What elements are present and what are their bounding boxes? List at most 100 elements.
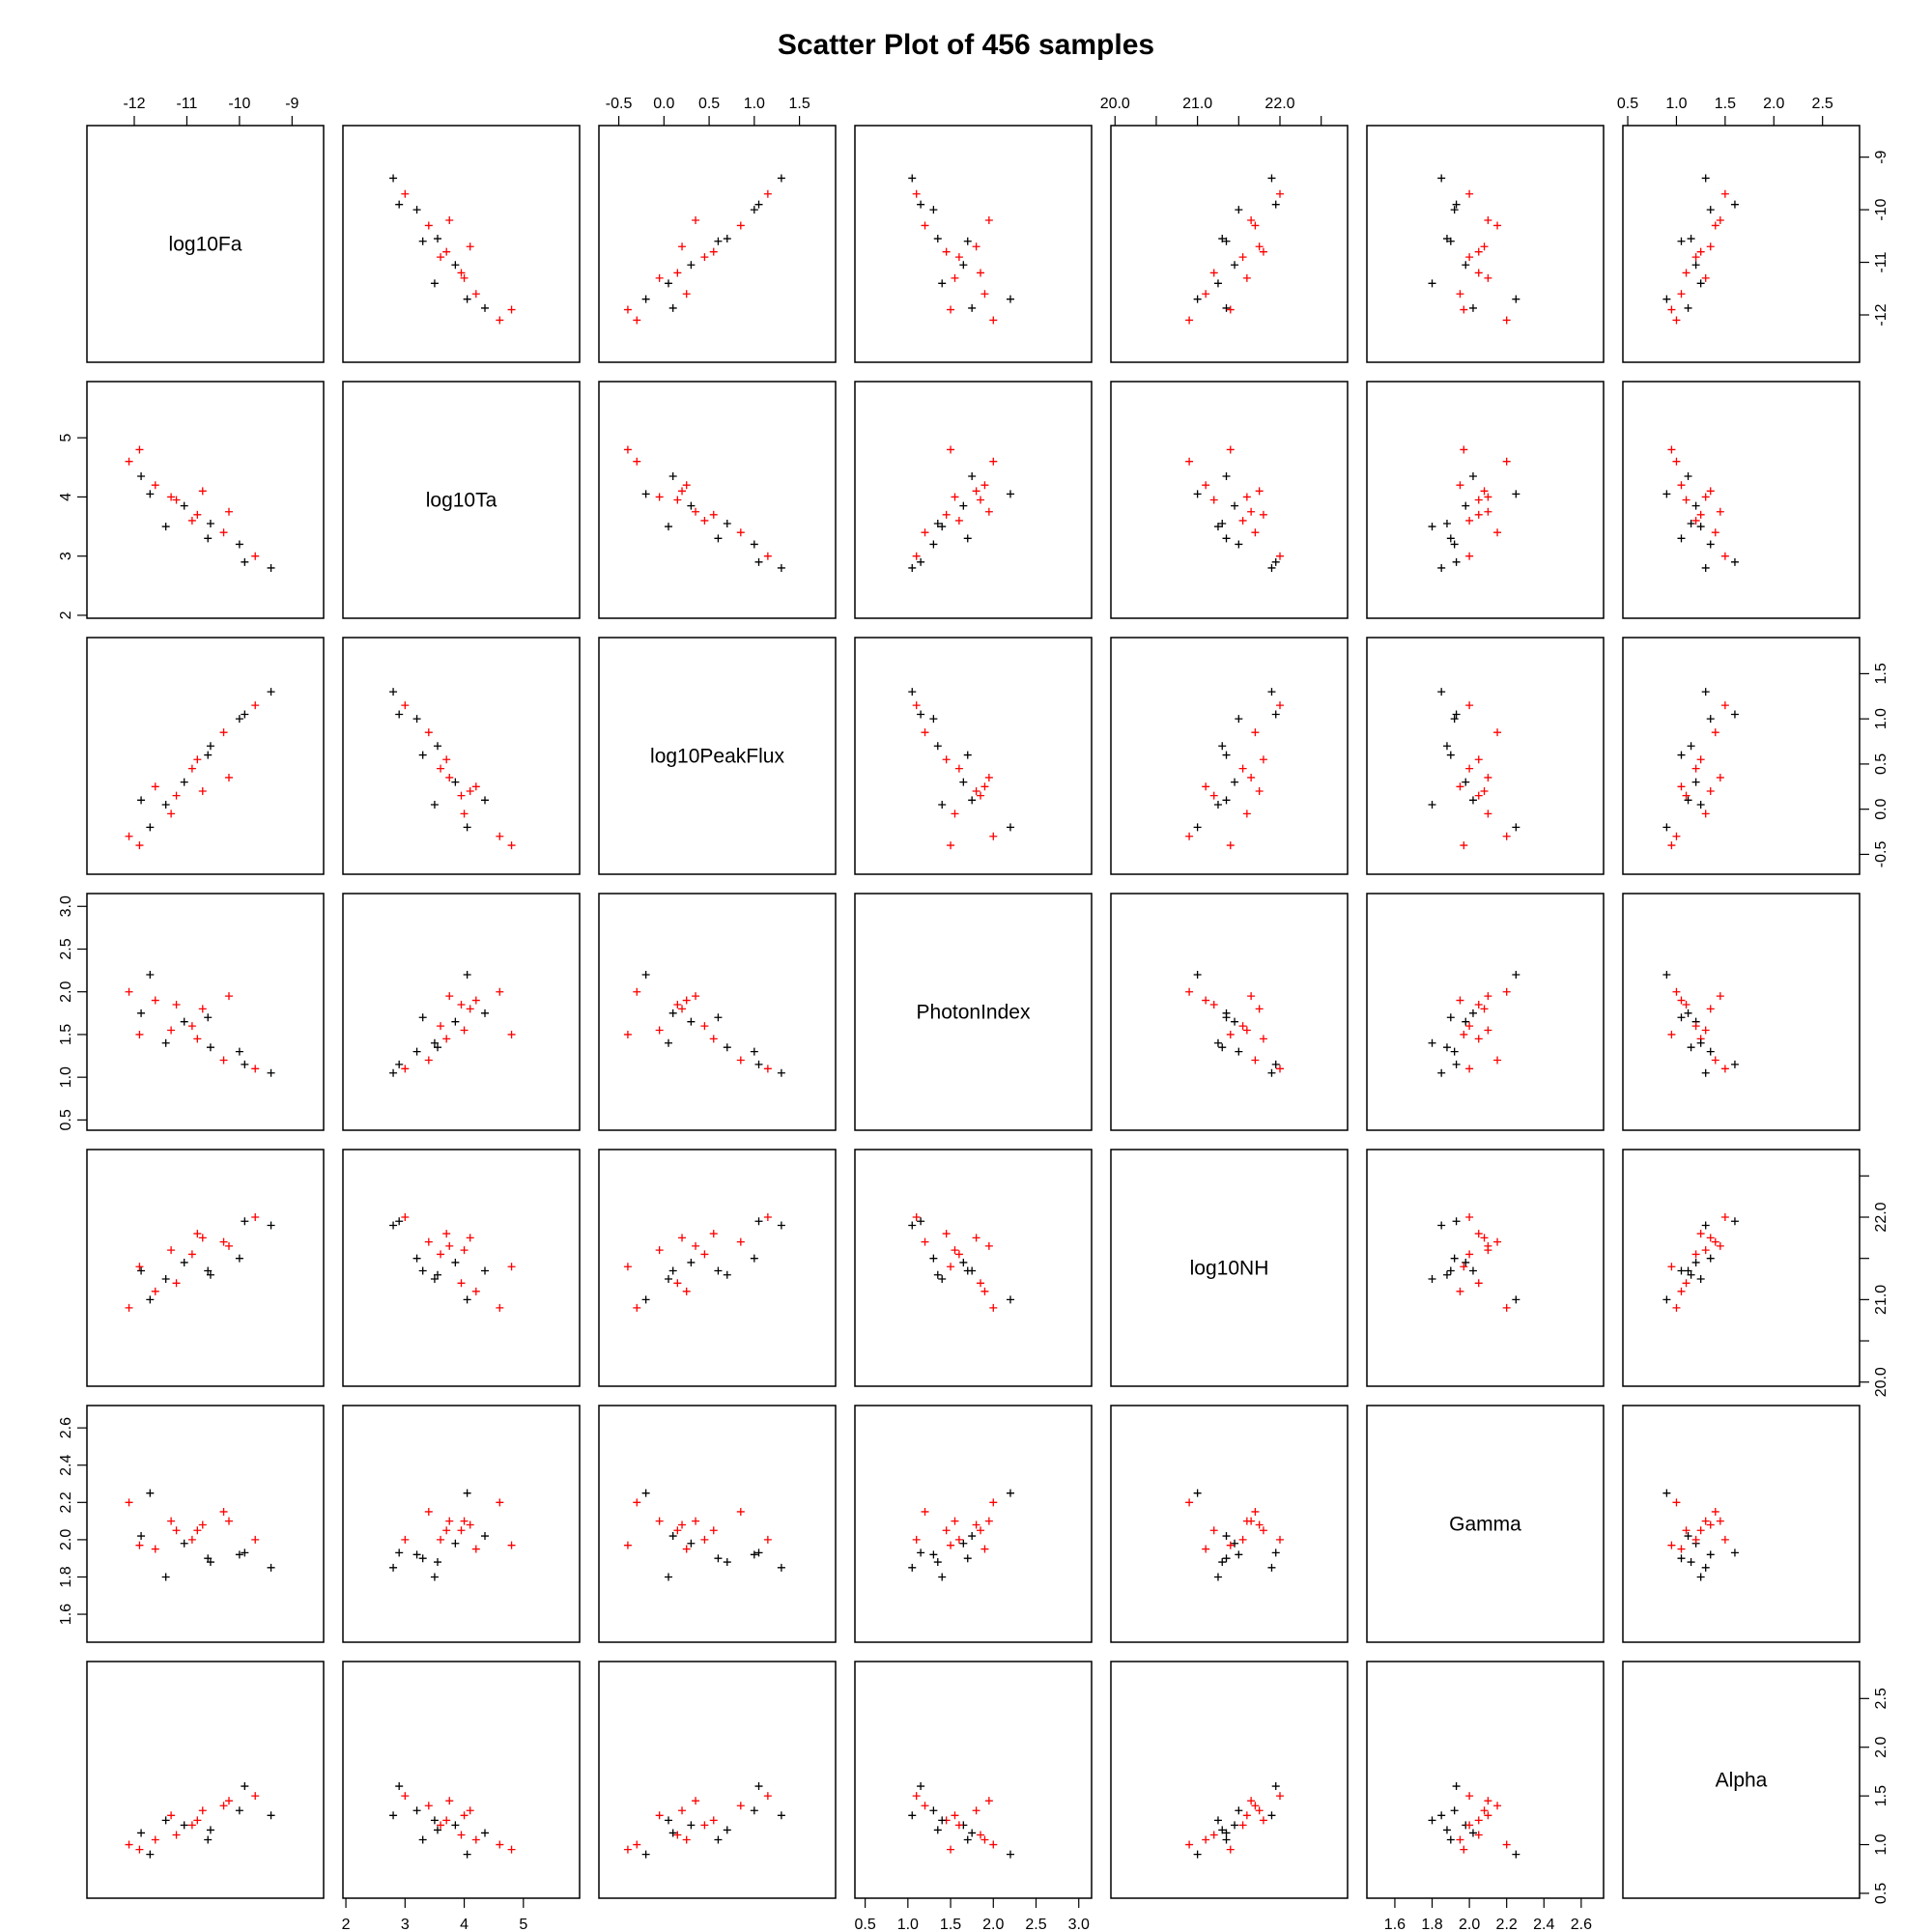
scatter-point-log10ta-vs-gamma-15: [1484, 507, 1492, 516]
scatter-point-log10nh-vs-log10peakflux-13: [700, 1250, 709, 1259]
scatter-point-log10nh-vs-photonindex-1: [980, 1287, 989, 1295]
scatter-point-photonindex-vs-log10fa-18: [135, 1030, 144, 1038]
tick-label-bottom-gamma-3: 2.2: [1496, 1917, 1518, 1932]
scatter-point-log10ta-vs-log10nh-14: [1222, 534, 1231, 543]
scatter-point-log10fa-vs-gamma-3: [1462, 261, 1470, 270]
scatter-point-gamma-vs-alpha-5: [1687, 1558, 1695, 1567]
scatter-point-photonindex-vs-alpha-5: [1687, 1043, 1695, 1052]
scatter-point-log10fa-vs-photonindex-0: [968, 303, 977, 312]
scatter-point-log10peakflux-vs-photonindex-11: [1006, 823, 1014, 832]
scatter-point-gamma-vs-log10fa-9: [267, 1563, 275, 1572]
scatter-point-alpha-vs-log10peakflux-17: [678, 1806, 687, 1815]
scatter-point-gamma-vs-log10nh-14: [1222, 1554, 1231, 1563]
scatter-point-log10peakflux-vs-log10fa-3: [180, 778, 188, 786]
scatter-point-log10ta-vs-log10peakflux-6: [736, 528, 745, 537]
scatter-point-log10ta-vs-log10fa-6: [219, 528, 228, 537]
scatter-point-alpha-vs-photonindex-10: [989, 1840, 998, 1849]
scatter-point-gamma-vs-log10ta-6: [424, 1507, 433, 1516]
scatter-point-log10fa-vs-gamma-15: [1484, 216, 1492, 224]
scatter-point-log10ta-vs-photonindex-3: [959, 501, 968, 510]
scatter-point-photonindex-vs-log10peakflux-1: [682, 996, 691, 1005]
scatter-point-gamma-vs-alpha-12: [1682, 1526, 1690, 1535]
scatter-point-log10ta-vs-log10fa-17: [198, 487, 207, 496]
scatter-point-log10ta-vs-alpha-8: [1720, 552, 1729, 560]
scatter-point-log10peakflux-vs-log10ta-12: [457, 791, 466, 800]
scatter-point-photonindex-vs-log10fa-4: [193, 1035, 202, 1043]
scatter-point-log10nh-vs-photonindex-10: [989, 1303, 998, 1312]
scatter-point-log10peakflux-vs-log10ta-3: [451, 778, 460, 786]
scatter-point-alpha-vs-log10nh-2: [1242, 1811, 1251, 1820]
scatter-point-log10ta-vs-log10fa-9: [267, 563, 275, 572]
scatter-point-log10ta-vs-gamma-11: [1512, 490, 1520, 498]
scatter-point-log10fa-vs-log10peakflux-18: [623, 305, 632, 314]
scatter-point-log10ta-vs-log10nh-2: [1242, 493, 1251, 501]
scatter-point-photonindex-vs-log10peakflux-5: [723, 1043, 731, 1052]
scatter-point-photonindex-vs-log10peakflux-2: [655, 1026, 664, 1035]
scatter-point-log10fa-vs-gamma-8: [1465, 189, 1474, 198]
scatter-point-log10nh-vs-alpha-0: [1684, 1266, 1692, 1275]
scatter-point-log10fa-vs-log10ta-10: [496, 316, 504, 325]
scatter-point-alpha-vs-log10nh-0: [1222, 1829, 1231, 1837]
scatter-point-log10peakflux-vs-log10fa-4: [193, 755, 202, 764]
scatter-point-alpha-vs-log10ta-10: [496, 1840, 504, 1849]
scatter-point-alpha-vs-gamma-8: [1465, 1792, 1474, 1801]
tick-label-left-photonindex-5: 3.0: [58, 895, 74, 917]
scatter-point-log10ta-vs-photonindex-11: [1006, 490, 1014, 498]
scatter-point-log10peakflux-vs-log10ta-11: [463, 823, 471, 832]
scatter-point-photonindex-vs-log10fa-12: [172, 1000, 181, 1009]
scatter-point-photonindex-vs-log10nh-14: [1222, 1013, 1231, 1022]
panel-frame-photonindex-vs-photonindex: [854, 893, 1093, 1131]
tick-label-right-log10peakflux-3: 1.0: [1873, 708, 1889, 729]
scatter-point-log10ta-vs-log10fa-1: [151, 481, 159, 490]
scatter-point-log10peakflux-vs-photonindex-19: [917, 710, 925, 719]
scatter-point-log10ta-vs-photonindex-10: [989, 457, 998, 466]
scatter-point-log10peakflux-vs-log10ta-14: [418, 751, 427, 759]
scatter-point-alpha-vs-log10ta-12: [457, 1831, 466, 1839]
scatter-point-alpha-vs-log10peakflux-4: [709, 1816, 718, 1825]
scatter-point-photonindex-vs-log10nh-1: [1202, 996, 1210, 1005]
scatter-point-log10ta-vs-log10peakflux-10: [633, 457, 641, 466]
scatter-point-log10fa-vs-photonindex-15: [984, 216, 993, 224]
scatter-point-alpha-vs-log10fa-10: [125, 1840, 133, 1849]
scatter-point-alpha-vs-log10nh-19: [1271, 1782, 1280, 1791]
scatter-point-log10peakflux-vs-gamma-3: [1462, 778, 1470, 786]
scatter-point-photonindex-vs-alpha-19: [1730, 1060, 1739, 1068]
scatter-point-log10fa-vs-gamma-12: [1474, 269, 1483, 277]
scatter-point-log10peakflux-vs-log10fa-13: [187, 764, 196, 773]
scatter-point-alpha-vs-gamma-17: [1480, 1806, 1489, 1815]
scatter-point-log10peakflux-vs-log10nh-15: [1247, 773, 1256, 781]
panel-frame-photonindex-vs-alpha: [1622, 893, 1861, 1131]
scatter-point-alpha-vs-log10ta-11: [463, 1850, 471, 1859]
scatter-point-alpha-vs-log10ta-4: [442, 1816, 451, 1825]
scatter-point-log10fa-vs-photonindex-10: [989, 316, 998, 325]
scatter-point-gamma-vs-log10fa-3: [180, 1539, 188, 1548]
scatter-point-photonindex-vs-log10fa-2: [167, 1026, 176, 1035]
scatter-point-log10fa-vs-log10ta-1: [471, 290, 480, 298]
panel-frame-log10peakflux-vs-log10nh: [1110, 637, 1349, 875]
scatter-point-log10fa-vs-log10ta-19: [395, 200, 404, 209]
scatter-point-log10peakflux-vs-gamma-7: [1450, 715, 1459, 724]
scatter-point-photonindex-vs-log10peakflux-10: [633, 987, 641, 996]
scatter-point-log10ta-vs-log10peakflux-7: [750, 540, 758, 549]
scatter-point-log10peakflux-vs-alpha-11: [1662, 823, 1671, 832]
scatter-point-photonindex-vs-log10nh-3: [1231, 1017, 1239, 1026]
scatter-point-log10nh-vs-gamma-7: [1450, 1254, 1459, 1263]
scatter-point-log10peakflux-vs-photonindex-14: [963, 751, 972, 759]
scatter-point-log10fa-vs-gamma-11: [1512, 295, 1520, 303]
scatter-point-gamma-vs-log10ta-17: [466, 1520, 474, 1529]
scatter-point-log10nh-vs-alpha-11: [1662, 1295, 1671, 1304]
scatter-point-log10ta-vs-log10fa-0: [137, 472, 146, 480]
panel-frame-gamma-vs-log10peakflux: [598, 1405, 837, 1643]
scatter-point-log10ta-vs-log10peakflux-2: [655, 493, 664, 501]
scatter-point-log10fa-vs-log10peakflux-17: [678, 242, 687, 251]
scatter-point-photonindex-vs-log10ta-18: [507, 1030, 516, 1038]
scatter-point-alpha-vs-photonindex-17: [972, 1806, 980, 1815]
tick-label-top-alpha-4: 2.5: [1812, 96, 1833, 112]
scatter-point-gamma-vs-alpha-8: [1720, 1535, 1729, 1544]
scatter-point-log10peakflux-vs-log10fa-5: [206, 742, 214, 751]
scatter-point-log10nh-vs-log10ta-4: [442, 1230, 451, 1238]
scatter-point-log10peakflux-vs-photonindex-1: [980, 782, 989, 791]
scatter-point-log10nh-vs-log10peakflux-18: [623, 1263, 632, 1271]
scatter-point-alpha-vs-log10peakflux-2: [655, 1811, 664, 1820]
scatter-point-log10ta-vs-log10peakflux-1: [682, 481, 691, 490]
